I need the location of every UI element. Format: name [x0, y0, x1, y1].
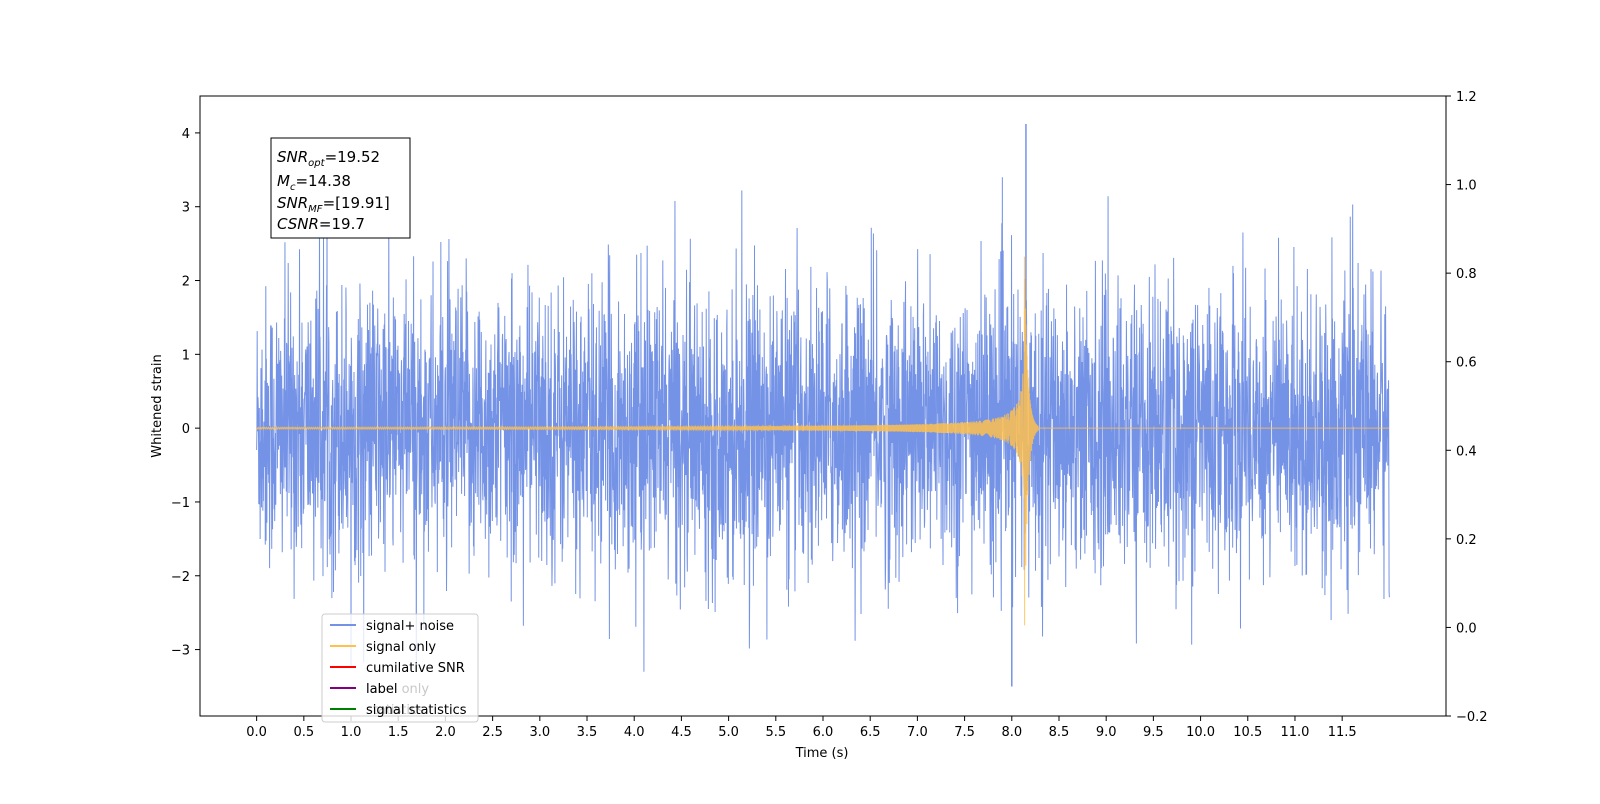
annotation-line-3: SNRMF=[19.91]	[277, 194, 390, 215]
x-tick-label: 0.5	[293, 725, 314, 740]
x-tick-label: 4.0	[624, 725, 645, 740]
x-tick-label: 3.0	[529, 725, 550, 740]
y-axis-left-label: Whitened strain	[150, 354, 165, 457]
y-axis-left-ticks: 4 3 2 1 0 −1 −2 −3	[171, 127, 200, 659]
y-right-tick-label: 1.0	[1456, 179, 1477, 194]
legend-box	[321, 613, 479, 723]
x-tick-label: 1.5	[388, 725, 409, 740]
x-tick-label: 7.5	[954, 725, 975, 740]
x-axis-ticks: 0.0 0.5 1.0 1.5 2.0 2.5 3.0 3.5 4.0 4.5 5.0 5.5 6.0 6…	[246, 716, 1357, 740]
y-right-tick-label: 0.0	[1456, 621, 1477, 636]
legend-label-signal-only: signal only	[366, 640, 436, 655]
annotation-box: SNRopt=19.52 Mc=14.38 SNRMF=[19.91] CSNR…	[270, 137, 411, 239]
x-tick-label: 9.0	[1096, 725, 1117, 740]
y-right-tick-label: 1.2	[1456, 90, 1477, 105]
x-tick-label: 5.5	[765, 725, 786, 740]
y-left-tick-label: 3	[182, 201, 190, 216]
x-tick-label: 7.0	[907, 725, 928, 740]
x-tick-label: 2.0	[435, 725, 456, 740]
annotation-line-1: SNRopt=19.52	[277, 148, 380, 169]
x-tick-label: 9.5	[1143, 725, 1164, 740]
series-signal-only	[256, 256, 1390, 626]
legend-label-label: label	[366, 682, 397, 697]
x-tick-label: 11.5	[1328, 725, 1357, 740]
x-tick-label: 0.0	[246, 725, 267, 740]
x-tick-label: 2.5	[482, 725, 503, 740]
y-left-tick-label: 4	[182, 127, 190, 142]
x-tick-label: 8.5	[1049, 725, 1070, 740]
y-right-tick-label: 0.8	[1456, 267, 1477, 282]
y-left-tick-label: 2	[182, 275, 190, 290]
y-left-tick-label: −1	[171, 496, 190, 511]
y-left-tick-label: 1	[182, 348, 190, 363]
x-axis-label: Time (s)	[795, 746, 849, 761]
x-tick-label: 5.0	[718, 725, 739, 740]
y-left-tick-label: 0	[182, 422, 190, 437]
legend-label-signal-statistics: signal statistics	[366, 703, 467, 718]
y-left-tick-label: −2	[171, 570, 190, 585]
legend: signal+ noise signal only cumilative SNR…	[321, 613, 479, 723]
y-right-tick-label: 0.4	[1456, 444, 1477, 459]
plot-area	[256, 124, 1390, 687]
x-tick-label: 6.0	[813, 725, 834, 740]
y-right-tick-label: 0.2	[1456, 533, 1477, 548]
x-tick-label: 6.5	[860, 725, 881, 740]
x-tick-label: 3.5	[577, 725, 598, 740]
x-tick-label: 1.0	[341, 725, 362, 740]
y-axis-right-ticks: 1.2 1.0 0.8 0.6 0.4 0.2 0.0 −0.2	[1446, 90, 1488, 725]
y-left-tick-label: −3	[171, 644, 190, 659]
series-signal-noise	[256, 177, 1390, 672]
annotation-line-2: Mc=14.38	[277, 172, 351, 193]
x-tick-label: 11.0	[1280, 725, 1309, 740]
x-tick-label: 10.0	[1186, 725, 1215, 740]
legend-hidden-label-only: label only	[366, 682, 429, 697]
y-right-tick-label: 0.6	[1456, 356, 1477, 371]
legend-label-signal-noise: signal+ noise	[366, 619, 454, 634]
y-right-tick-label: −0.2	[1456, 710, 1488, 725]
legend-label-cumulative-snr: cumilative SNR	[366, 661, 465, 676]
x-tick-label: 10.5	[1233, 725, 1262, 740]
annotation-line-4: CSNR=19.7	[277, 215, 365, 233]
legend-hidden-statistics: statistics	[366, 703, 424, 718]
x-tick-label: 8.0	[1001, 725, 1022, 740]
x-tick-label: 4.5	[671, 725, 692, 740]
